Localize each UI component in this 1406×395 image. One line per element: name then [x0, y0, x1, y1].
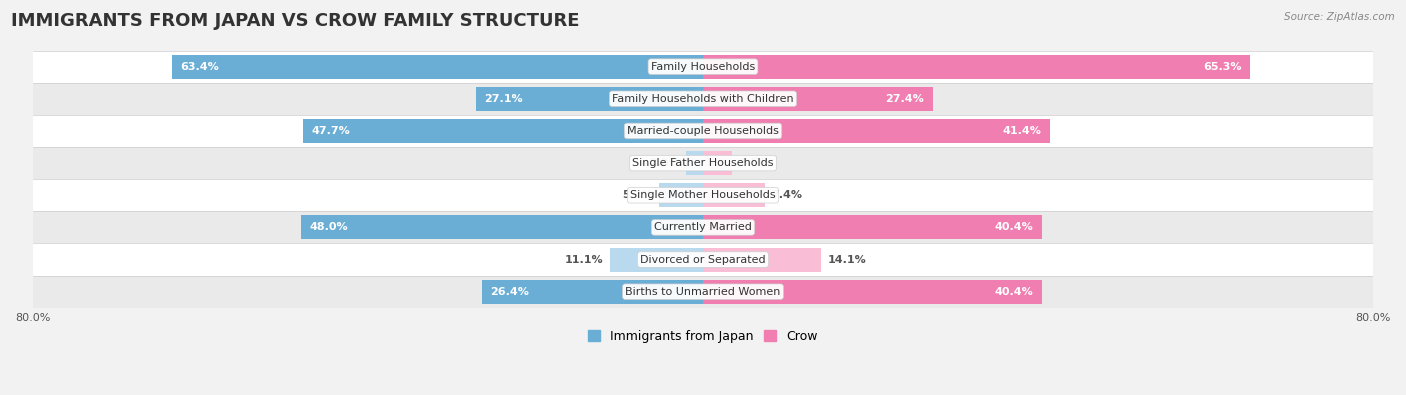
Text: IMMIGRANTS FROM JAPAN VS CROW FAMILY STRUCTURE: IMMIGRANTS FROM JAPAN VS CROW FAMILY STR…	[11, 12, 579, 30]
Bar	[610, 248, 703, 272]
Text: Currently Married: Currently Married	[654, 222, 752, 232]
Bar	[659, 183, 703, 207]
Bar	[304, 119, 703, 143]
Text: 26.4%: 26.4%	[491, 287, 529, 297]
Text: 11.1%: 11.1%	[565, 254, 603, 265]
Legend: Immigrants from Japan, Crow: Immigrants from Japan, Crow	[583, 325, 823, 348]
Bar	[703, 55, 1250, 79]
Text: Family Households with Children: Family Households with Children	[612, 94, 794, 104]
Bar	[703, 248, 821, 272]
Text: 27.1%: 27.1%	[484, 94, 523, 104]
Text: 5.2%: 5.2%	[621, 190, 652, 200]
Text: 40.4%: 40.4%	[994, 222, 1033, 232]
Bar	[703, 215, 1042, 239]
Bar	[703, 119, 1050, 143]
Bar	[482, 280, 703, 304]
Text: 65.3%: 65.3%	[1204, 62, 1241, 71]
Text: 47.7%: 47.7%	[312, 126, 350, 136]
Bar	[703, 280, 1042, 304]
Bar	[32, 211, 1374, 243]
Text: 27.4%: 27.4%	[886, 94, 924, 104]
Text: 2.0%: 2.0%	[648, 158, 679, 168]
Bar	[477, 87, 703, 111]
Bar	[172, 55, 703, 79]
Text: Births to Unmarried Women: Births to Unmarried Women	[626, 287, 780, 297]
Bar	[32, 243, 1374, 276]
Text: Divorced or Separated: Divorced or Separated	[640, 254, 766, 265]
Text: 63.4%: 63.4%	[180, 62, 219, 71]
Text: 3.5%: 3.5%	[740, 158, 769, 168]
Bar	[703, 87, 932, 111]
Text: Single Mother Households: Single Mother Households	[630, 190, 776, 200]
Text: 48.0%: 48.0%	[309, 222, 347, 232]
Bar	[32, 179, 1374, 211]
Bar	[32, 276, 1374, 308]
Bar	[32, 83, 1374, 115]
Text: Source: ZipAtlas.com: Source: ZipAtlas.com	[1284, 12, 1395, 22]
Bar	[703, 151, 733, 175]
Text: Married-couple Households: Married-couple Households	[627, 126, 779, 136]
Text: 14.1%: 14.1%	[828, 254, 866, 265]
Bar	[301, 215, 703, 239]
Bar	[32, 115, 1374, 147]
Text: 41.4%: 41.4%	[1002, 126, 1042, 136]
Bar	[32, 51, 1374, 83]
Bar	[703, 183, 765, 207]
Bar	[32, 147, 1374, 179]
Bar	[686, 151, 703, 175]
Text: Single Father Households: Single Father Households	[633, 158, 773, 168]
Text: 7.4%: 7.4%	[772, 190, 803, 200]
Text: Family Households: Family Households	[651, 62, 755, 71]
Text: 40.4%: 40.4%	[994, 287, 1033, 297]
